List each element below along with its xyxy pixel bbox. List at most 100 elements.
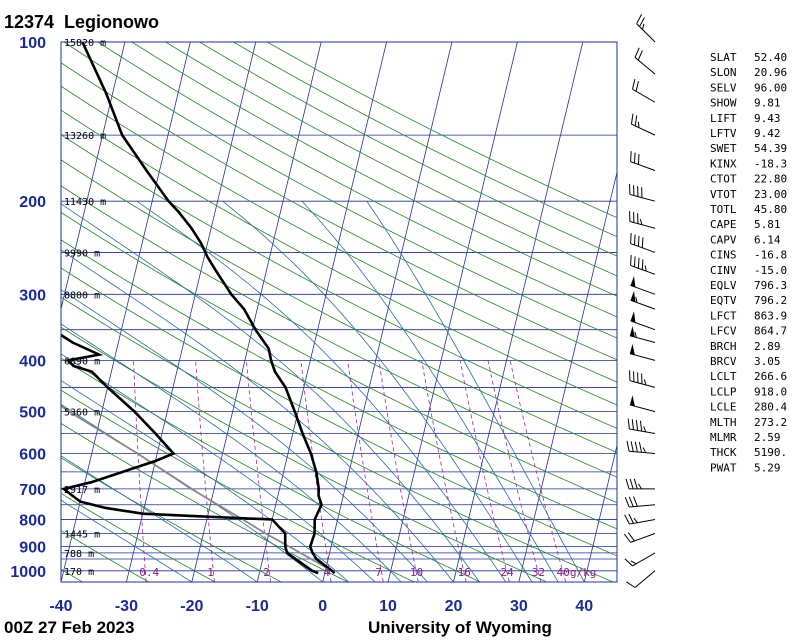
moist-adiabat-line	[61, 289, 428, 582]
height-label: 11430 m	[64, 197, 106, 208]
wind-barb	[630, 276, 656, 295]
index-key: CINV	[710, 264, 737, 277]
wind-barbs	[623, 14, 656, 588]
wind-barb	[624, 496, 656, 508]
dry-adiabat-line	[61, 296, 614, 582]
index-value: -18.3	[754, 157, 787, 170]
index-key: LFTV	[710, 127, 737, 140]
wind-barb	[626, 440, 656, 454]
temperature-axis-labels: -40 -30 -20 -10 0 10 20 30 40	[49, 598, 593, 615]
index-value: 54.39	[754, 142, 787, 155]
height-label: 170 m	[64, 567, 94, 578]
dry-adiabat-line	[61, 85, 617, 383]
dry-adiabat-line	[61, 267, 617, 557]
wind-barb	[630, 233, 656, 253]
station-name: Legionowo	[64, 12, 159, 32]
pressure-tick-label: 400	[19, 353, 46, 370]
moist-adiabat-line	[61, 403, 323, 582]
temperature-tick-label: -10	[246, 598, 269, 615]
isotherm-line	[191, 42, 322, 582]
dry-adiabat-line	[61, 326, 547, 582]
wind-barb	[630, 311, 656, 331]
wind-barb	[630, 113, 656, 136]
height-label: 1445 m	[64, 529, 100, 540]
moist-adiabat-line	[61, 499, 193, 582]
dry-adiabat-line	[61, 62, 617, 361]
index-key: BRCV	[710, 355, 737, 368]
isotherm-line	[61, 42, 126, 311]
station-id: 12374	[4, 12, 54, 32]
dry-adiabat-line	[61, 185, 617, 478]
moist-adiabat-line	[61, 203, 480, 582]
index-value: 864.7	[754, 325, 787, 338]
temperature-tick-label: -40	[49, 598, 72, 615]
moist-adiabat-line	[222, 200, 533, 582]
index-value: 9.81	[754, 97, 781, 110]
dry-adiabat-line	[61, 159, 617, 453]
index-key: TOTL	[710, 203, 737, 216]
temperature-tick-label: 30	[510, 598, 528, 615]
pressure-tick-label: 600	[19, 446, 46, 463]
moist-adiabat-line	[61, 249, 454, 582]
index-value: 273.2	[754, 416, 787, 429]
height-label: 6890 m	[64, 356, 100, 367]
pressure-tick-label: 100	[19, 35, 46, 52]
wind-barb	[629, 211, 656, 229]
moist-adiabat-line	[61, 353, 376, 582]
temperature-tick-label: -20	[180, 598, 203, 615]
dry-adiabat-line	[131, 42, 617, 297]
stability-indices: SLAT 52.40 SLON 20.96 SELV 96.00 SHOW 9.81 LIFT 9…	[710, 51, 787, 474]
mixing-ratio-label: 32	[532, 566, 545, 579]
index-key: LIFT	[710, 112, 737, 125]
pressure-tick-label: 300	[19, 287, 46, 304]
index-key: LCLP	[710, 385, 737, 398]
mixing-ratio-line	[133, 360, 147, 582]
mixing-ratio-label: 10	[410, 566, 423, 579]
wind-barb	[624, 552, 656, 567]
index-key: LFCV	[710, 325, 737, 338]
index-value: 52.40	[754, 51, 787, 64]
index-value: 3.05	[754, 355, 781, 368]
wind-barb	[626, 570, 656, 588]
index-key: SLON	[710, 66, 737, 79]
index-value: 918.0	[754, 385, 787, 398]
mixing-ratio-line	[246, 360, 271, 582]
mixing-ratio-label: 2	[263, 566, 270, 579]
dry-adiabat-line	[61, 492, 216, 582]
wind-barb	[629, 326, 656, 343]
temperature-tick-label: -30	[115, 598, 138, 615]
wind-barb	[631, 78, 656, 103]
mixing-ratio-label: 40g/kg	[557, 566, 597, 579]
index-key: LFCT	[710, 309, 737, 322]
index-key: SELV	[710, 81, 737, 94]
moist-adiabat-line	[136, 200, 507, 582]
index-value: 863.9	[754, 309, 787, 322]
wind-barb	[625, 478, 655, 490]
index-value: 5.29	[754, 461, 781, 474]
moist-adiabat-line	[61, 323, 402, 582]
height-label: 788 m	[64, 549, 94, 560]
index-key: EQTV	[710, 294, 737, 307]
isotherm-line	[61, 42, 191, 582]
index-key: CAPV	[710, 233, 737, 246]
dry-adiabat-line	[61, 389, 415, 582]
wind-barb	[630, 254, 656, 275]
mixing-ratio-labels: 0.4 1 2 4 7 10 16 24 32 40g/kg	[139, 566, 596, 579]
height-label: 15820 m	[64, 38, 106, 49]
isotherm-line	[453, 42, 584, 582]
mixing-ratio-label: 7	[375, 566, 382, 579]
wind-barb	[629, 395, 656, 413]
observation-time: 00Z 27 Feb 2023	[4, 618, 134, 637]
dry-adiabat-line	[233, 42, 617, 238]
dry-adiabat-line	[267, 42, 617, 219]
dry-adiabat-line	[61, 357, 481, 582]
temperature-tick-label: 40	[575, 598, 593, 615]
index-key: SHOW	[710, 97, 737, 110]
height-label: 9990 m	[64, 248, 100, 259]
mixing-ratio-line	[421, 360, 467, 582]
mixing-ratio-label: 16	[458, 566, 471, 579]
height-label: 8800 m	[64, 290, 100, 301]
isotherm-line	[322, 42, 453, 582]
index-value: 45.80	[754, 203, 787, 216]
index-value: 22.80	[754, 173, 787, 186]
